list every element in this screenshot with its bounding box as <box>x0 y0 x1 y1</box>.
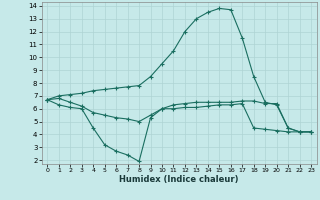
X-axis label: Humidex (Indice chaleur): Humidex (Indice chaleur) <box>119 175 239 184</box>
